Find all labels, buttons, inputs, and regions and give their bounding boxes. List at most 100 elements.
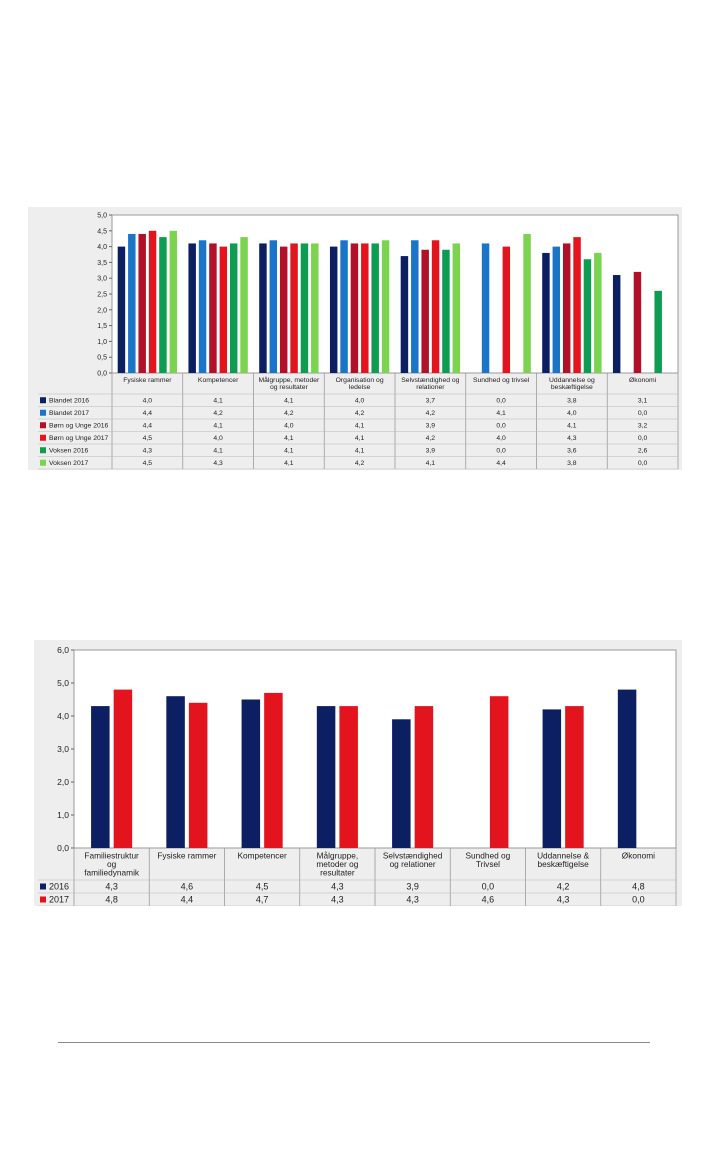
c1-legend-swatch	[40, 409, 46, 416]
c1-y-tick-label: 2,5	[97, 291, 107, 298]
c2-category-label: Selvstændighed og relationer	[383, 850, 443, 869]
c1-bar	[300, 243, 309, 373]
c2-category-label: Fysiske rammer	[157, 850, 216, 860]
c1-bar	[269, 240, 278, 373]
c2-data-table-value: 4,3	[331, 895, 344, 905]
c2-legend-swatch	[40, 883, 46, 890]
c1-bar	[481, 243, 490, 373]
c2-data-table-value: 4,6	[482, 895, 495, 905]
c2-bar	[542, 709, 562, 848]
c2-bar	[264, 692, 283, 848]
c1-category-label: Økonomi	[629, 377, 657, 384]
c1-legend-label: Voksen 2016	[49, 448, 89, 455]
c1-data-table-value: 4,2	[426, 410, 436, 417]
c2-data-table-value: 4,3	[406, 895, 419, 905]
c1-data-table-value: 4,2	[426, 435, 436, 442]
c1-data-table-value: 4,0	[213, 435, 223, 442]
c1-data-table-value: 4,1	[213, 448, 223, 455]
c1-data-table-value: 4,1	[355, 423, 365, 430]
c1-data-table-value: 0,0	[638, 460, 648, 467]
c1-bar	[219, 246, 228, 373]
c1-bar	[411, 240, 419, 373]
c1-data-table-value: 4,2	[284, 410, 294, 417]
c1-data-table-value: 3,2	[638, 423, 648, 430]
chart-2-panel: 0,0 1,0 2,0 3,0 4,0 5,0 6,0 Familiestruktur og fa…	[34, 640, 682, 906]
c1-data-table-value: 3,7	[426, 398, 436, 405]
c1-bar	[654, 290, 662, 373]
c1-y-tick-label: 3,0	[97, 276, 107, 283]
c1-data-table-value: 2,6	[638, 448, 648, 455]
c1-bar	[542, 252, 550, 373]
c2-y-tick-label: 6,0	[57, 645, 69, 655]
c1-data-table-value: 4,1	[426, 460, 436, 467]
c2-bar	[241, 699, 261, 848]
c1-data-table-value: 0,0	[496, 448, 506, 455]
c1-y-tick-label: 0,5	[97, 355, 107, 362]
c1-bar	[138, 233, 146, 373]
c1-legend-label: Blandet 2016	[49, 398, 89, 405]
c1-y-tick-label: 1,5	[97, 323, 107, 330]
c1-data-table-value: 4,1	[496, 410, 506, 417]
c1-legend-label: Blandet 2017	[49, 410, 89, 417]
c1-data-table-value: 4,1	[355, 435, 365, 442]
c1-data-table-value: 4,1	[567, 423, 577, 430]
c1-category-label: Sundhed og trivsel	[473, 377, 530, 384]
c1-bar	[329, 246, 338, 373]
c1-data-table-value: 4,2	[213, 410, 223, 417]
c1-bar	[633, 271, 642, 373]
c1-bar	[290, 243, 298, 373]
c1-bar	[148, 230, 157, 373]
c2-y-tick-label: 2,0	[57, 777, 69, 787]
chart-2-svg: 0,0 1,0 2,0 3,0 4,0 5,0 6,0 Familiestruktur og fa…	[38, 645, 677, 906]
c2-legend-swatch	[40, 896, 46, 903]
c1-bar	[573, 237, 581, 373]
c1-data-table-value: 4,0	[496, 435, 506, 442]
c1-data-table-value: 3,9	[426, 423, 436, 430]
c2-category-label: Økonomi	[622, 850, 655, 860]
c1-data-table-value: 4,1	[284, 448, 294, 455]
c2-y-tick-label: 3,0	[57, 744, 69, 754]
c1-bar	[442, 249, 450, 373]
c1-bar	[169, 230, 178, 373]
c1-bar	[229, 243, 238, 373]
c1-legend-label: Børn og Unge 2017	[49, 435, 109, 442]
footer-divider	[58, 1042, 650, 1043]
c2-data-table-value: 3,9	[406, 882, 419, 892]
c2-data-table-value: 0,0	[632, 895, 645, 905]
c1-y-tick-label: 5,0	[97, 212, 107, 219]
c1-bar	[259, 243, 267, 373]
c2-bar	[617, 689, 637, 848]
c1-bar	[562, 243, 571, 373]
c2-data-table-value: 4,3	[557, 895, 570, 905]
c1-data-table-value: 4,0	[355, 398, 365, 405]
c1-data-table-value: 0,0	[496, 423, 506, 430]
c2-data-table-value: 4,3	[331, 882, 344, 892]
c2-bar	[91, 706, 110, 848]
c1-data-table-value: 4,3	[213, 460, 223, 467]
c1-data-table-value: 4,1	[213, 398, 223, 405]
c1-y-tick-label: 4,5	[97, 228, 107, 235]
c1-bar	[350, 243, 359, 373]
c1-bar	[117, 246, 126, 373]
c1-bar	[209, 243, 217, 373]
c1-y-tick-label: 0,0	[97, 370, 107, 377]
c1-data-table-value: 0,0	[638, 435, 648, 442]
c1-y-tick-label: 3,5	[97, 260, 107, 267]
c1-bar	[198, 240, 207, 373]
c1-bar	[128, 233, 136, 373]
c2-y-tick-label: 1,0	[57, 810, 69, 820]
c1-data-table-value: 4,5	[143, 435, 153, 442]
c2-data-table-value: 4,7	[256, 895, 269, 905]
c1-bar	[523, 233, 531, 373]
c1-category-label: Organisation og ledelse	[336, 377, 384, 391]
c2-bar	[316, 706, 336, 848]
c2-data-table-value: 4,4	[181, 895, 194, 905]
c2-category-label: Uddannelse & beskæftigelse	[537, 850, 590, 869]
c1-bar	[279, 246, 288, 373]
c1-data-table-value: 4,0	[143, 398, 153, 405]
c1-data-table-value: 0,0	[496, 398, 506, 405]
c2-data-table-value: 4,3	[105, 882, 118, 892]
c1-category-label: Kompetencer	[198, 377, 239, 384]
c1-bar	[361, 243, 369, 373]
c1-data-table-value: 4,3	[143, 448, 153, 455]
